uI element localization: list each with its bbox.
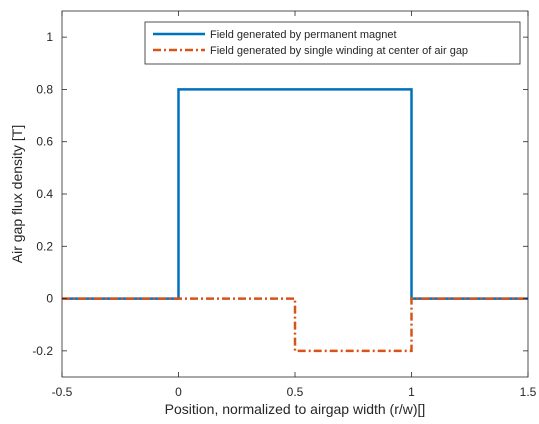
series-line-2 bbox=[62, 297, 528, 353]
legend-label-2: Field generated by single winding at cen… bbox=[210, 45, 468, 57]
y-tick-label: 1 bbox=[46, 30, 53, 44]
y-axis-label: Air gap flux density [T] bbox=[9, 125, 25, 264]
legend-box bbox=[144, 21, 521, 65]
legend-label-1: Field generated by permanent magnet bbox=[210, 29, 397, 41]
x-tick-label: 0.5 bbox=[287, 385, 304, 399]
y-tick-label: 0 bbox=[46, 292, 53, 306]
legend: Field generated by permanent magnet Field… bbox=[144, 21, 521, 65]
series-layer bbox=[62, 88, 528, 353]
y-tick-label: 0.8 bbox=[36, 82, 53, 96]
y-tick-label: 0.4 bbox=[36, 187, 53, 201]
x-tick-label: 1.5 bbox=[520, 385, 537, 399]
x-axis-label: Position, normalized to airgap width (r/… bbox=[165, 401, 426, 417]
y-tick-label: -0.2 bbox=[32, 344, 53, 358]
y-tick-label: 0.6 bbox=[36, 135, 53, 149]
y-tick-label: 0.2 bbox=[36, 239, 53, 253]
x-tick-label: -0.5 bbox=[52, 385, 73, 399]
x-tick-label: 1 bbox=[408, 385, 415, 399]
x-tick-label: 0 bbox=[175, 385, 182, 399]
plot-area bbox=[62, 11, 528, 377]
ticks-layer: -0.5 0 0.5 1 1.5 -0.2 0 0.2 0.4 0.6 0.8 1 bbox=[32, 11, 537, 399]
